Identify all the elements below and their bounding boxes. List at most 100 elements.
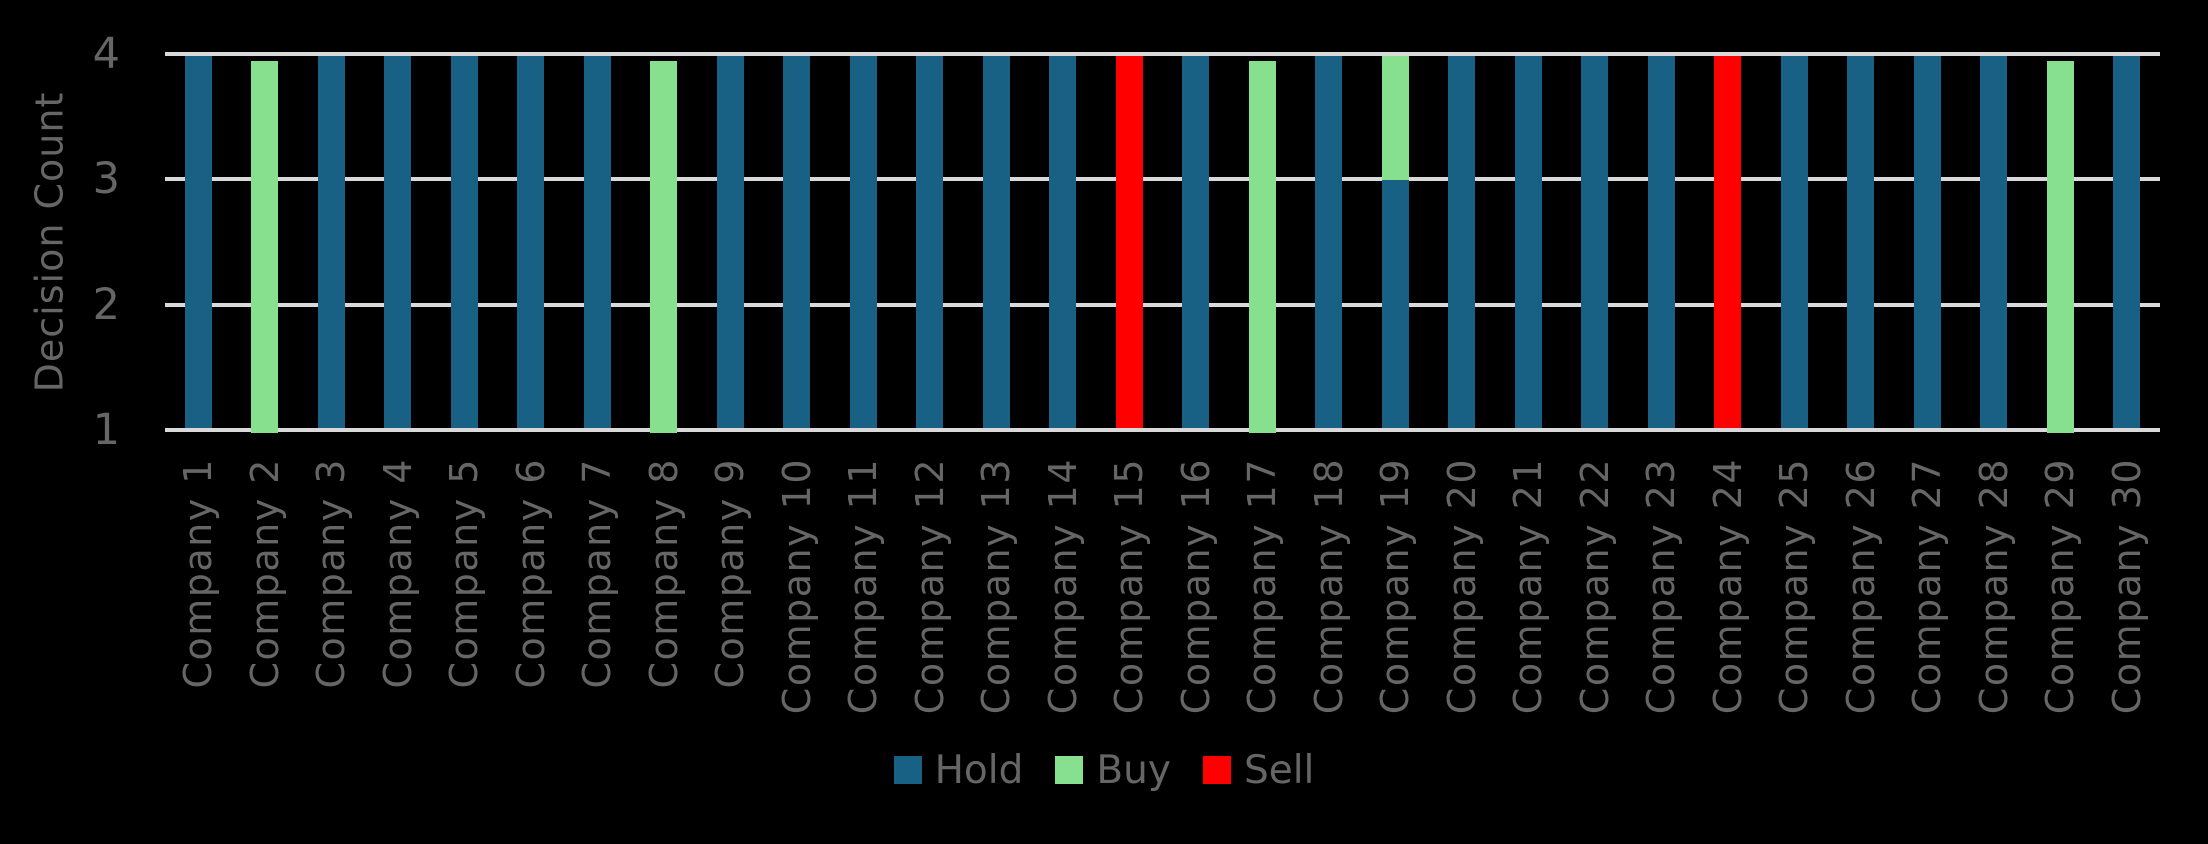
x-axis-label: Company 3 <box>309 458 354 689</box>
x-axis-labels: Company 1 Company 2 Company 3 Company 4 Comp… <box>165 458 2160 748</box>
bar-segment-hold <box>583 56 611 428</box>
bar-segment-hold <box>916 56 944 428</box>
bar-segment-buy <box>251 61 279 433</box>
x-axis-label: Company 30 <box>2104 458 2149 715</box>
bar-slot-13 <box>963 56 1030 428</box>
bar-segment-hold <box>1980 56 2008 428</box>
bar-segment-hold <box>1049 56 1077 428</box>
bar-segment-hold <box>982 56 1010 428</box>
x-label-slot-5: Company 5 <box>431 458 498 748</box>
x-axis-label: Company 14 <box>1040 458 1085 715</box>
x-axis-label: Company 17 <box>1240 458 1285 715</box>
x-label-slot-6: Company 6 <box>498 458 565 748</box>
x-label-slot-28: Company 28 <box>1961 458 2028 748</box>
bar-slot-28 <box>1961 56 2028 428</box>
legend-label-hold: Hold <box>934 747 1024 793</box>
bar-slot-22 <box>1562 56 1629 428</box>
x-label-slot-17: Company 17 <box>1229 458 1296 748</box>
legend-swatch-sell <box>1202 756 1231 784</box>
bar-21 <box>1514 56 1542 428</box>
x-label-slot-11: Company 11 <box>830 458 897 748</box>
x-axis-label: Company 22 <box>1572 458 1617 715</box>
x-axis-label: Company 24 <box>1705 458 1750 715</box>
bar-segment-hold <box>1381 180 1409 428</box>
x-label-slot-3: Company 3 <box>298 458 365 748</box>
bar-6 <box>517 56 545 428</box>
bar-slot-23 <box>1628 56 1695 428</box>
x-axis-label: Company 7 <box>575 458 620 689</box>
x-label-slot-12: Company 12 <box>897 458 964 748</box>
bar-12 <box>916 56 944 428</box>
bar-16 <box>1182 56 1210 428</box>
x-axis-label: Company 15 <box>1107 458 1152 715</box>
bar-slot-10 <box>764 56 831 428</box>
x-label-slot-1: Company 1 <box>165 458 232 748</box>
bar-22 <box>1581 56 1609 428</box>
bar-24 <box>1714 56 1742 428</box>
bar-1 <box>184 56 212 428</box>
bar-segment-hold <box>716 56 744 428</box>
x-axis-label: Company 13 <box>974 458 1019 715</box>
x-axis-label: Company 25 <box>1772 458 1817 715</box>
bar-segment-buy <box>1248 61 1276 433</box>
legend: Hold Buy Sell <box>0 747 2208 793</box>
x-axis-label: Company 28 <box>1971 458 2016 715</box>
x-label-slot-26: Company 26 <box>1828 458 1895 748</box>
x-label-slot-4: Company 4 <box>365 458 432 748</box>
x-axis-label: Company 29 <box>2038 458 2083 715</box>
bar-15 <box>1115 56 1143 428</box>
x-axis-label: Company 11 <box>841 458 886 715</box>
x-axis-label: Company 26 <box>1838 458 1883 715</box>
x-axis-label: Company 4 <box>375 458 420 689</box>
y-axis-title: Decision Count <box>8 56 90 428</box>
x-label-slot-27: Company 27 <box>1894 458 1961 748</box>
bar-segment-hold <box>1182 56 1210 428</box>
bar-26 <box>1847 56 1875 428</box>
bar-segment-hold <box>1780 56 1808 428</box>
bar-slot-5 <box>431 56 498 428</box>
gridline-1-baseline <box>165 428 2160 432</box>
bar-slot-11 <box>830 56 897 428</box>
legend-label-buy: Buy <box>1096 747 1171 793</box>
x-label-slot-30: Company 30 <box>2094 458 2161 748</box>
x-axis-label: Company 6 <box>508 458 553 689</box>
bar-slot-1 <box>165 56 232 428</box>
bar-slot-8 <box>631 56 698 433</box>
legend-item-buy: Buy <box>1055 748 1171 793</box>
x-axis-label: Company 2 <box>242 458 287 689</box>
bar-10 <box>783 56 811 428</box>
bar-slot-25 <box>1761 56 1828 428</box>
legend-label-sell: Sell <box>1243 747 1315 793</box>
bar-slot-19 <box>1362 56 1429 428</box>
bar-segment-sell <box>1115 56 1143 428</box>
bar-slot-6 <box>498 56 565 428</box>
bar-29 <box>2046 61 2074 433</box>
bar-segment-hold <box>1315 56 1343 428</box>
bar-18 <box>1315 56 1343 428</box>
x-label-slot-15: Company 15 <box>1096 458 1163 748</box>
bar-2 <box>251 61 279 433</box>
x-axis-label: Company 16 <box>1173 458 1218 715</box>
bar-slot-9 <box>697 56 764 428</box>
y-tick-label-1: 1 <box>92 405 120 455</box>
bar-slot-18 <box>1296 56 1363 428</box>
x-axis-label: Company 18 <box>1306 458 1351 715</box>
bar-segment-hold <box>1581 56 1609 428</box>
bar-slot-29 <box>2027 56 2094 433</box>
bar-slot-4 <box>365 56 432 428</box>
x-axis-label: Company 5 <box>442 458 487 689</box>
bar-segment-hold <box>783 56 811 428</box>
bar-slot-26 <box>1828 56 1895 428</box>
bar-5 <box>450 56 478 428</box>
bar-segment-buy <box>1381 56 1409 180</box>
x-axis-label: Company 27 <box>1905 458 1950 715</box>
bar-25 <box>1780 56 1808 428</box>
bar-7 <box>583 56 611 428</box>
bar-20 <box>1448 56 1476 428</box>
x-axis-label: Company 19 <box>1373 458 1418 715</box>
x-label-slot-8: Company 8 <box>631 458 698 748</box>
y-tick-label-3: 3 <box>92 154 120 204</box>
gridline-4 <box>165 52 2160 56</box>
x-label-slot-10: Company 10 <box>764 458 831 748</box>
y-axis-title-text: Decision Count <box>27 91 71 393</box>
